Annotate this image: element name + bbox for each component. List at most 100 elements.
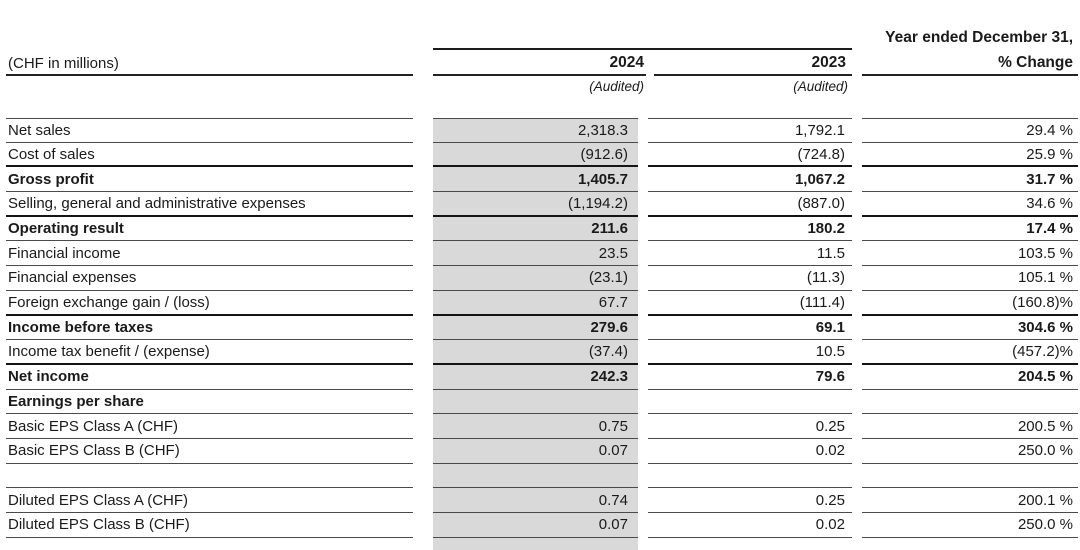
header-rule-2024-column bbox=[433, 74, 646, 76]
column-gap bbox=[638, 192, 648, 217]
column-gap bbox=[638, 464, 648, 489]
table-body: Net sales 2,318.3 1,792.1 29.4 % Cost of sal… bbox=[0, 118, 1078, 538]
column-gap bbox=[638, 365, 648, 390]
cell-value-2024: 0.75 bbox=[433, 414, 638, 439]
column-gap bbox=[638, 439, 648, 464]
column-gap bbox=[852, 316, 862, 341]
table-row: Foreign exchange gain / (loss) 67.7 (111.4… bbox=[0, 290, 1078, 316]
column-gap bbox=[413, 192, 433, 217]
row-label: Income tax benefit / (expense) bbox=[6, 340, 413, 365]
cell-percent-change: (457.2)% bbox=[862, 340, 1078, 365]
row-label: Earnings per share bbox=[6, 390, 413, 415]
column-gap bbox=[852, 192, 862, 217]
row-label bbox=[6, 464, 413, 489]
cell-value-2024: 0.07 bbox=[433, 513, 638, 538]
audited-note-2023: (Audited) bbox=[793, 79, 848, 94]
column-gap bbox=[638, 513, 648, 538]
column-gap bbox=[413, 464, 433, 489]
cell-value-2024: 242.3 bbox=[433, 364, 638, 390]
column-gap bbox=[852, 143, 862, 168]
cell-value-2023: (111.4) bbox=[648, 291, 852, 316]
row-label: Net income bbox=[6, 365, 413, 390]
cell-value-2024: (37.4) bbox=[433, 340, 638, 365]
shaded-column-stub bbox=[433, 538, 638, 550]
row-label: Basic EPS Class A (CHF) bbox=[6, 414, 413, 439]
column-gap bbox=[852, 118, 862, 143]
column-gap bbox=[413, 488, 433, 513]
spacer-row bbox=[0, 463, 1078, 489]
cell-value-2023: (887.0) bbox=[648, 192, 852, 217]
cell-value-2023: 11.5 bbox=[648, 241, 852, 267]
cell-value-2023: 0.25 bbox=[648, 488, 852, 513]
table-row: Income tax benefit / (expense) (37.4) 10.5… bbox=[0, 340, 1078, 365]
column-gap bbox=[638, 118, 648, 143]
cell-value-2024: 23.5 bbox=[433, 241, 638, 267]
cell-value-2024: (1,194.2) bbox=[433, 192, 638, 217]
cell-value-2023: 0.25 bbox=[648, 414, 852, 439]
table-row: Basic EPS Class A (CHF) 0.75 0.25 200.5 % bbox=[0, 414, 1078, 439]
row-label: Net sales bbox=[6, 118, 413, 143]
audited-note-2024: (Audited) bbox=[589, 79, 644, 94]
cell-value-2024: 0.74 bbox=[433, 488, 638, 513]
column-gap bbox=[413, 241, 433, 266]
column-gap bbox=[638, 167, 648, 192]
row-label: Foreign exchange gain / (loss) bbox=[6, 291, 413, 316]
column-gap bbox=[638, 390, 648, 415]
cell-value-2024: (912.6) bbox=[433, 142, 638, 168]
table-row: Net sales 2,318.3 1,792.1 29.4 % bbox=[0, 118, 1078, 143]
period-spanner-title: Year ended December 31, bbox=[885, 29, 1073, 46]
row-label: Diluted EPS Class B (CHF) bbox=[6, 513, 413, 538]
cell-value-2023: 79.6 bbox=[648, 365, 852, 390]
table-row: Operating result 211.6 180.2 17.4 % bbox=[0, 216, 1078, 242]
cell-value-2023 bbox=[648, 464, 852, 489]
column-gap bbox=[413, 414, 433, 439]
column-gap bbox=[638, 340, 648, 365]
column-gap bbox=[852, 464, 862, 489]
column-gap bbox=[638, 316, 648, 341]
column-gap bbox=[413, 266, 433, 291]
row-label: Gross profit bbox=[6, 167, 413, 193]
table-row: Basic EPS Class B (CHF) 0.07 0.02 250.0 % bbox=[0, 438, 1078, 464]
column-header-percent-change: % Change bbox=[998, 54, 1073, 71]
table-row: Earnings per share bbox=[0, 389, 1078, 415]
cell-value-2023 bbox=[648, 390, 852, 415]
cell-value-2024 bbox=[433, 463, 638, 489]
column-gap bbox=[413, 143, 433, 168]
cell-percent-change: 250.0 % bbox=[862, 513, 1078, 538]
column-gap bbox=[413, 513, 433, 538]
cell-percent-change bbox=[862, 464, 1078, 489]
column-gap bbox=[852, 414, 862, 439]
cell-percent-change bbox=[862, 390, 1078, 415]
cell-value-2024 bbox=[433, 389, 638, 415]
column-header-2023: 2023 bbox=[811, 54, 846, 71]
row-label: Financial income bbox=[6, 241, 413, 267]
column-gap bbox=[852, 488, 862, 513]
cell-value-2023: 10.5 bbox=[648, 340, 852, 365]
column-gap bbox=[638, 488, 648, 513]
column-gap bbox=[413, 365, 433, 390]
row-label: Financial expenses bbox=[6, 266, 413, 291]
table-row: Financial income 23.5 11.5 103.5 % bbox=[0, 241, 1078, 267]
column-gap bbox=[638, 217, 648, 242]
row-label: Cost of sales bbox=[6, 143, 413, 168]
cell-percent-change: 31.7 % bbox=[862, 167, 1078, 193]
cell-value-2023: 69.1 bbox=[648, 316, 852, 341]
cell-value-2024: 2,318.3 bbox=[433, 118, 638, 143]
cell-value-2023: 1,792.1 bbox=[648, 118, 852, 143]
column-gap bbox=[413, 340, 433, 365]
cell-value-2023: 0.02 bbox=[648, 439, 852, 464]
table-row: Diluted EPS Class B (CHF) 0.07 0.02 250.0 % bbox=[0, 513, 1078, 538]
column-gap bbox=[413, 390, 433, 415]
column-gap bbox=[852, 365, 862, 390]
cell-value-2024: 67.7 bbox=[433, 290, 638, 316]
cell-value-2023: 180.2 bbox=[648, 217, 852, 242]
cell-percent-change: 25.9 % bbox=[862, 143, 1078, 168]
cell-value-2024: 211.6 bbox=[433, 216, 638, 242]
table-row: Selling, general and administrative expe… bbox=[0, 192, 1078, 217]
column-gap bbox=[638, 291, 648, 316]
table-row: Income before taxes 279.6 69.1 304.6 % bbox=[0, 315, 1078, 341]
row-label: Diluted EPS Class A (CHF) bbox=[6, 488, 413, 513]
cell-value-2023: 0.02 bbox=[648, 513, 852, 538]
column-gap bbox=[638, 414, 648, 439]
